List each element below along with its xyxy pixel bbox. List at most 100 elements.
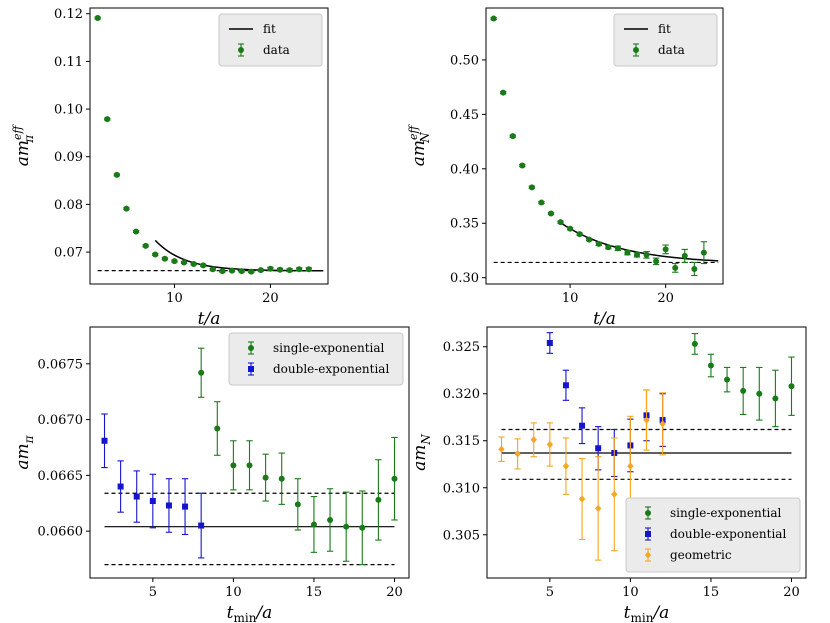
- data-point: [197, 492, 205, 559]
- point-marker: [653, 258, 660, 265]
- data-point: [190, 260, 197, 267]
- point-marker: [700, 249, 707, 256]
- data-point: [500, 89, 507, 96]
- y-tick-label: 0.0660: [38, 525, 84, 540]
- x-tick-label: 15: [306, 585, 323, 600]
- data-point: [161, 255, 169, 262]
- data-point: [624, 249, 631, 256]
- point-marker: [181, 259, 188, 266]
- series-double-exponential: [101, 413, 205, 559]
- point-marker: [198, 522, 205, 529]
- data-point: [230, 440, 237, 491]
- data-point: [519, 162, 526, 169]
- point-marker: [149, 498, 156, 505]
- y-axis-label: amπ: [13, 434, 36, 469]
- data-point: [181, 478, 189, 536]
- point-marker: [113, 171, 120, 178]
- data-point: [562, 369, 570, 401]
- data-point: [672, 262, 679, 273]
- legend-marker-icon: [645, 531, 651, 537]
- data-point: [219, 268, 226, 275]
- point-marker: [772, 395, 779, 402]
- x-tick-label: 20: [783, 585, 800, 600]
- point-marker: [200, 262, 207, 269]
- data-point: [262, 453, 269, 502]
- x-tick-label: 15: [703, 585, 720, 600]
- data-point: [165, 478, 173, 533]
- point-marker: [375, 496, 382, 503]
- data-point: [94, 15, 101, 22]
- point-marker: [267, 265, 274, 272]
- point-marker: [123, 205, 130, 212]
- point-marker: [519, 162, 526, 169]
- point-marker: [182, 503, 189, 510]
- data-point: [238, 268, 245, 275]
- legend-label: single-exponential: [670, 506, 782, 520]
- data-point: [739, 366, 747, 415]
- data-point: [276, 266, 284, 273]
- point-marker: [788, 383, 795, 390]
- point-marker: [547, 210, 554, 217]
- point-marker: [681, 252, 688, 259]
- legend: fit data: [218, 13, 323, 67]
- point-marker: [327, 516, 334, 523]
- x-axis-label: t/a: [198, 309, 221, 329]
- legend-label: double-exponential: [670, 527, 786, 541]
- legend-entry: double-exponential: [248, 362, 389, 376]
- data-point: [142, 242, 149, 249]
- legend: single-exponential double-exponential: [228, 332, 404, 386]
- y-tick-label: 0.11: [54, 55, 83, 70]
- data-point: [662, 244, 669, 255]
- data-point: [578, 458, 586, 541]
- data-point: [594, 456, 602, 561]
- data-point: [214, 401, 221, 456]
- point-marker: [546, 339, 553, 346]
- x-tick-label: 20: [657, 291, 674, 306]
- data-point: [659, 392, 666, 456]
- legend-label: data: [263, 43, 290, 57]
- x-tick-label: 10: [562, 291, 579, 306]
- series-double-exponential: [546, 332, 666, 478]
- point-marker: [257, 267, 264, 274]
- legend-entry: double-exponential: [645, 527, 786, 541]
- legend-box: [218, 13, 323, 67]
- data-point: [278, 452, 285, 505]
- data-point: [756, 366, 763, 421]
- legend-label: fit: [658, 22, 671, 36]
- data-point: [700, 241, 708, 265]
- data-point: [509, 133, 516, 140]
- data-point: [788, 356, 795, 416]
- y-tick-label: 0.08: [54, 198, 83, 213]
- data-point: [305, 266, 313, 273]
- legend-marker-icon: [644, 551, 652, 559]
- point-marker: [343, 523, 350, 530]
- data-point: [228, 267, 236, 274]
- point-marker: [691, 340, 698, 347]
- series-single-exponential: [691, 333, 795, 428]
- point-marker: [643, 416, 650, 424]
- legend: fit data: [613, 13, 718, 67]
- data-point: [723, 366, 731, 393]
- point-marker: [567, 225, 574, 232]
- point-marker: [546, 440, 554, 449]
- chart-panel-4: 5 10 15 20 0.305 0.310 0.315 0.320 0.325 tmin/a am…: [410, 326, 807, 623]
- point-marker: [691, 265, 698, 272]
- point-marker: [248, 268, 255, 275]
- point-marker: [133, 493, 140, 500]
- fit-curve: [154, 239, 324, 272]
- legend-box: [228, 332, 404, 386]
- axes-frame: [485, 7, 724, 285]
- data-point: [267, 265, 274, 272]
- y-tick-label: 0.07: [54, 246, 83, 261]
- legend-label: single-exponential: [273, 341, 385, 355]
- point-marker: [611, 490, 618, 498]
- data-point: [546, 422, 554, 467]
- point-marker: [562, 462, 570, 470]
- data-point: [576, 231, 583, 238]
- point-marker: [498, 445, 505, 453]
- point-marker: [171, 258, 178, 265]
- data-point: [614, 245, 622, 252]
- point-marker: [528, 184, 535, 191]
- point-marker: [756, 390, 763, 397]
